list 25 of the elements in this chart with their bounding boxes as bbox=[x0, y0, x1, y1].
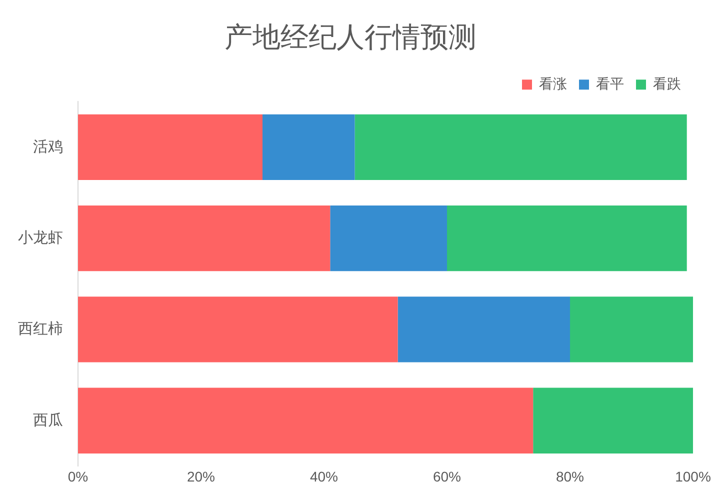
legend-label: 看跌 bbox=[653, 75, 681, 92]
x-tick-label: 60% bbox=[432, 468, 462, 484]
x-tick-label: 20% bbox=[186, 468, 216, 484]
bar bbox=[533, 388, 693, 454]
bar bbox=[78, 388, 534, 454]
x-tick-label: 0% bbox=[68, 468, 88, 484]
y-tick-label: 活鸡 bbox=[33, 138, 63, 156]
y-tick-label: 西瓜 bbox=[33, 412, 63, 429]
bar bbox=[330, 206, 447, 272]
y-tick-label: 小龙虾 bbox=[18, 229, 63, 246]
chart-title: 产地经纪人行情预测 bbox=[224, 22, 476, 53]
bar bbox=[398, 296, 570, 362]
legend-label: 看平 bbox=[596, 75, 624, 92]
x-tick-label: 80% bbox=[556, 468, 584, 484]
y-tick-label: 西红柿 bbox=[18, 320, 63, 338]
x-tick-label: 40% bbox=[310, 468, 338, 484]
bar bbox=[262, 114, 355, 180]
x-tick-label: 100% bbox=[675, 468, 711, 484]
bar bbox=[570, 296, 693, 362]
bar bbox=[354, 114, 687, 180]
bar bbox=[78, 114, 262, 180]
legend-label: 看涨 bbox=[539, 75, 567, 92]
bar bbox=[78, 206, 330, 272]
bar bbox=[447, 206, 687, 272]
bar bbox=[78, 296, 398, 362]
